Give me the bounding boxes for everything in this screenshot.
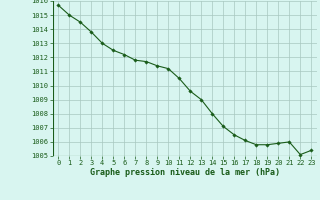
X-axis label: Graphe pression niveau de la mer (hPa): Graphe pression niveau de la mer (hPa) (90, 168, 280, 177)
